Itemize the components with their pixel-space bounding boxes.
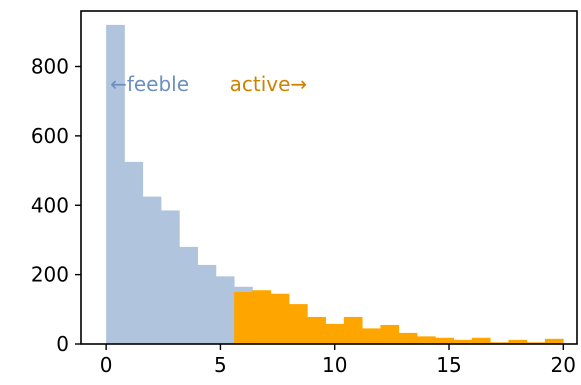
histogram-bar-series1-bin2 (270, 293, 290, 344)
annotation-feeble: ←feeble (110, 72, 189, 96)
histogram-bar-series0-bin2 (142, 196, 162, 344)
histogram-bar-series1-bin10 (417, 336, 436, 344)
histogram-bar-series1-bin0 (234, 291, 253, 344)
histogram-bar-series1-bin8 (380, 324, 400, 344)
histogram-bar-series1-bin9 (398, 332, 418, 344)
histogram-bar-series1-bin6 (343, 316, 363, 344)
histogram-bar-series1-bin11 (435, 337, 454, 344)
histogram-bar-series1-bin1 (252, 290, 272, 344)
plot-frame (80, 10, 578, 345)
y-tick-label: 800 (31, 55, 69, 79)
y-axis: 0 200 400 600 800 (31, 55, 81, 356)
histogram-bar-series1-bin5 (325, 323, 345, 344)
x-tick-label: 0 (100, 353, 113, 377)
x-tick-label: 15 (436, 353, 461, 377)
histogram-bar-series0-bin1 (124, 161, 144, 344)
histogram-bar-series0-bin5 (197, 264, 217, 344)
y-tick-label: 200 (31, 263, 69, 287)
histogram-bar-series0-bin3 (161, 210, 180, 344)
x-tick-label: 5 (214, 353, 227, 377)
histogram-bar-series1-bin13 (471, 337, 491, 344)
histogram-bar-series0-bin0 (106, 24, 125, 345)
histogram-bar-series1-bin16 (526, 342, 546, 344)
bars-layer (106, 24, 564, 345)
x-tick-label: 10 (322, 353, 347, 377)
histogram-bar-series1-bin3 (289, 304, 308, 344)
annotations-layer: ←feeble active→ (110, 72, 307, 96)
x-tick-label: 20 (551, 353, 576, 377)
histogram-bar-series1-bin17 (545, 338, 564, 344)
histogram-bar-series1-bin15 (508, 339, 528, 344)
histogram-bar-series1-bin7 (362, 328, 381, 344)
histogram-bar-series0-bin4 (179, 246, 198, 345)
x-axis: 0 5 10 15 20 (100, 344, 576, 377)
y-tick-label: 600 (31, 124, 69, 148)
histogram-bar-series1-bin4 (307, 316, 326, 344)
histogram-bar-series1-bin14 (490, 342, 509, 344)
histogram-bar-series0-bin6 (215, 276, 235, 344)
histogram-bar-series1-bin12 (453, 339, 473, 344)
y-tick-label: 0 (56, 332, 69, 356)
annotation-active: active→ (230, 72, 308, 96)
y-tick-label: 400 (31, 193, 69, 217)
